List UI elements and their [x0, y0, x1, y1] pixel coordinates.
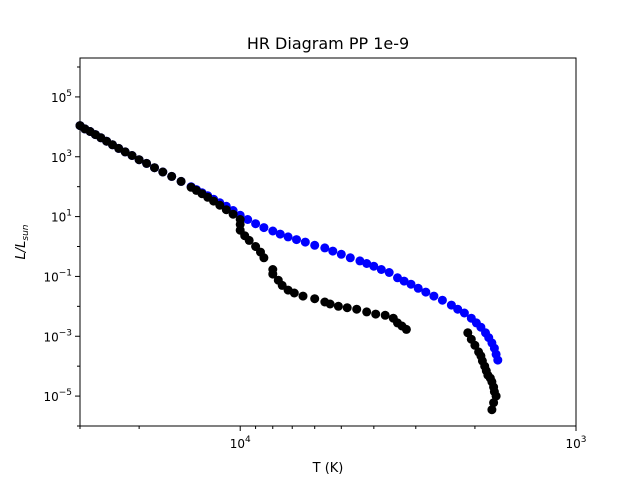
series-2-point-16: [176, 176, 186, 186]
series-1-point-37: [336, 249, 346, 259]
series-1-point-45: [399, 276, 409, 286]
series-2-point-52: [401, 324, 411, 334]
series-1-point-38: [345, 253, 355, 263]
series-1-point-28: [259, 223, 269, 233]
series-1-point-42: [376, 265, 386, 274]
series-1-point-32: [292, 235, 301, 245]
series-1-point-26: [243, 215, 253, 224]
data-points: [75, 121, 503, 415]
series-2-point-12: [142, 158, 152, 168]
series-1-point-62: [493, 355, 503, 365]
y-tick-label-4: 101: [51, 209, 72, 225]
series-1-point-53: [459, 308, 469, 318]
x-tick-label-2: 103: [565, 435, 586, 451]
series-2-point-68: [487, 405, 497, 415]
series-1-point-40: [362, 259, 372, 268]
series-1-point-33: [300, 237, 310, 247]
series-2-point-44: [342, 303, 352, 313]
y-axis-label-sub: sun: [21, 224, 31, 240]
series-1-point-27: [251, 219, 261, 229]
series-1-point-46: [406, 279, 416, 289]
x-tick-label-1: 104: [230, 435, 251, 451]
series-1-point-35: [320, 243, 330, 253]
y-tick-label-2: 10−3: [43, 328, 72, 344]
axis-ticks: 104 103 10−5 10−3 10−1 101 103 105: [43, 66, 587, 451]
y-axis-label-main: L/L: [14, 241, 29, 260]
series-2-point-38: [289, 288, 299, 298]
series-2-point-34: [268, 269, 278, 279]
series-2-point-39: [298, 291, 308, 301]
series-2-point-10: [127, 151, 137, 160]
series-2-point-55: [470, 340, 480, 350]
series-2-point-46: [362, 307, 372, 317]
series-2-point-9: [120, 147, 130, 157]
x-axis-label: T (K): [312, 461, 344, 476]
series-2-point-24: [228, 209, 238, 219]
y-tick-label-6: 105: [51, 89, 72, 105]
series-1-point-48: [421, 287, 431, 297]
series-2-point-40: [310, 294, 320, 304]
series-2-point-47: [371, 309, 381, 319]
series-1-point-39: [355, 256, 365, 266]
series-2-point-29: [244, 235, 254, 245]
series-2-point-32: [259, 253, 269, 263]
series-1-point-34: [310, 240, 320, 250]
y-tick-label-1: 10−5: [43, 388, 72, 404]
series-2-point-43: [333, 301, 343, 311]
y-axis-label: L/Lsun: [14, 224, 31, 259]
series-1-point-49: [429, 291, 439, 301]
series-1-point-50: [437, 295, 447, 305]
series-2-point-48: [380, 310, 390, 320]
series-1-point-43: [384, 268, 394, 277]
plot-frame: [79, 57, 577, 427]
series-1-point-41: [369, 261, 379, 271]
series-2-point-23: [221, 205, 231, 215]
series-2-point-42: [325, 299, 335, 309]
y-tick-label-3: 10−1: [43, 268, 72, 284]
series-1-point-47: [413, 283, 423, 293]
series-1-point-29: [268, 226, 278, 236]
series-2-point-14: [158, 167, 168, 177]
y-tick-label-5: 103: [51, 149, 72, 165]
series-1-point-30: [275, 229, 285, 239]
series-1-point-31: [283, 232, 293, 242]
series-2-point-45: [352, 304, 362, 314]
series-1-point-36: [328, 246, 338, 256]
series-2-point-15: [167, 171, 177, 181]
series-1-point-52: [453, 304, 463, 314]
series-2-point-13: [150, 163, 159, 173]
chart-title: HR Diagram PP 1e-9: [247, 34, 409, 53]
series-2-point-22: [215, 200, 225, 210]
series-2-point-67: [489, 398, 499, 408]
series-2-point-11: [134, 155, 144, 165]
